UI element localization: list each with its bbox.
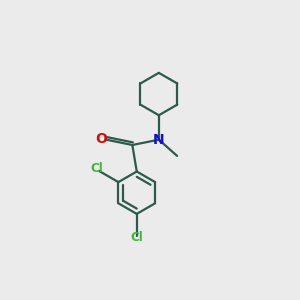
Text: Cl: Cl bbox=[130, 231, 143, 244]
Text: Cl: Cl bbox=[91, 162, 103, 175]
Text: N: N bbox=[153, 133, 165, 147]
Text: O: O bbox=[95, 132, 107, 146]
